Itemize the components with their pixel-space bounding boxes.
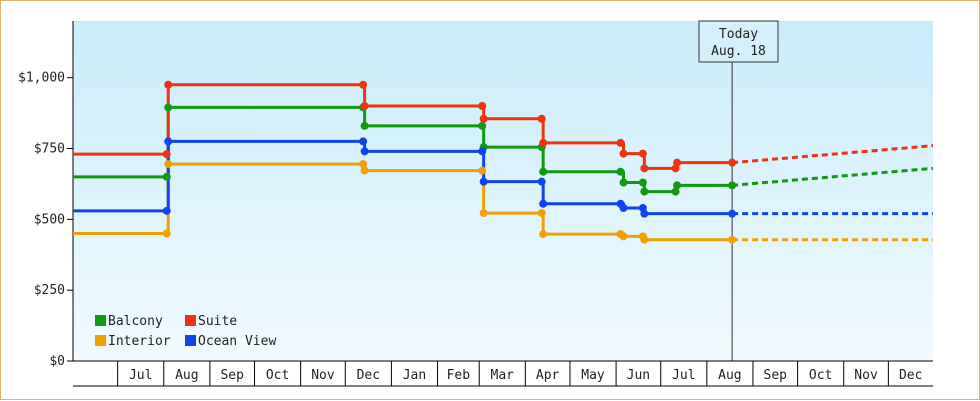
x-tick-label: Feb [447, 368, 471, 383]
series-projection-line [732, 144, 934, 165]
data-point [640, 209, 649, 218]
y-tick-label: $500 [34, 212, 65, 227]
x-tick-label: Jul [129, 368, 152, 383]
x-tick-label: Mar [491, 368, 515, 383]
data-point [616, 138, 625, 147]
data-point [539, 199, 548, 208]
x-tick-label: Aug [718, 368, 741, 383]
today-label-box: Today Aug. 18 [698, 20, 779, 63]
x-tick-label: May [581, 368, 605, 383]
x-tick-label: Jun [627, 368, 650, 383]
data-point [162, 229, 171, 238]
axes: $0 $250 $500 $750 $1,000 Jul Aug Sep Oct Nov Dec Ja… [18, 21, 933, 387]
x-tick-label: Sep [220, 368, 244, 383]
data-point [640, 235, 649, 244]
data-point [359, 80, 368, 89]
data-point [638, 149, 647, 158]
data-point [671, 187, 680, 196]
data-point [162, 150, 171, 159]
data-point [478, 102, 487, 110]
data-point [539, 138, 548, 147]
x-tick-label: Apr [536, 368, 560, 383]
data-point [619, 232, 628, 241]
data-point [360, 102, 369, 110]
x-tick-label: Dec [899, 368, 922, 383]
data-point [479, 177, 488, 186]
data-point [619, 149, 628, 158]
data-point [479, 209, 488, 218]
data-point [728, 158, 737, 167]
data-point [638, 178, 647, 187]
data-point [478, 147, 487, 156]
data-point [673, 181, 682, 190]
today-label-line2: Aug. 18 [711, 44, 766, 59]
x-tick-label: Oct [266, 368, 289, 383]
data-point [164, 137, 173, 146]
x-tick-label: Sep [764, 368, 788, 383]
x-tick-label: Jul [672, 368, 695, 383]
series-projection-line [732, 166, 934, 187]
data-point [162, 172, 171, 181]
data-point [478, 121, 487, 130]
data-point [162, 206, 171, 215]
data-point [640, 164, 649, 173]
legend-swatch [185, 335, 196, 346]
legend: Balcony Suite Interior Ocean View [95, 314, 276, 349]
today-label-line1: Today [719, 27, 758, 42]
data-point [360, 166, 369, 175]
data-point [360, 121, 369, 130]
x-tick-label: Jan [403, 368, 426, 383]
data-point [360, 147, 369, 156]
y-tick-label: $750 [34, 142, 65, 157]
data-point [539, 167, 548, 176]
y-tick-label: $0 [49, 354, 65, 369]
data-point [728, 181, 737, 190]
today-label-background [698, 20, 779, 63]
legend-swatch [95, 315, 106, 326]
x-tick-label: Nov [311, 368, 335, 383]
series-points [162, 80, 737, 244]
x-tick-label: Nov [854, 368, 878, 383]
x-tick-label: Aug [175, 368, 198, 383]
data-point [164, 103, 173, 112]
x-tick-label: Dec [357, 368, 380, 383]
data-point [164, 80, 173, 89]
data-point [478, 166, 487, 175]
legend-label: Balcony [108, 314, 163, 329]
data-point [728, 235, 737, 244]
legend-label: Ocean View [198, 334, 276, 349]
plot-background [73, 21, 933, 361]
x-tick-label: Oct [809, 368, 832, 383]
legend-swatch [185, 315, 196, 326]
data-point [537, 114, 546, 123]
y-tick-label: $1,000 [18, 71, 65, 86]
data-point [537, 209, 546, 218]
legend-swatch [95, 335, 106, 346]
data-point [640, 187, 649, 196]
data-point [619, 178, 628, 187]
data-point [164, 160, 173, 169]
data-point [359, 137, 368, 146]
data-point [359, 160, 368, 169]
data-point [673, 158, 682, 167]
data-point [616, 167, 625, 176]
data-point [537, 177, 546, 186]
data-point [728, 209, 737, 218]
data-point [619, 204, 628, 212]
y-tick-label: $250 [34, 283, 65, 298]
legend-label: Suite [198, 314, 237, 329]
data-point [539, 230, 548, 239]
legend-label: Interior [108, 334, 171, 349]
data-point [479, 114, 488, 123]
